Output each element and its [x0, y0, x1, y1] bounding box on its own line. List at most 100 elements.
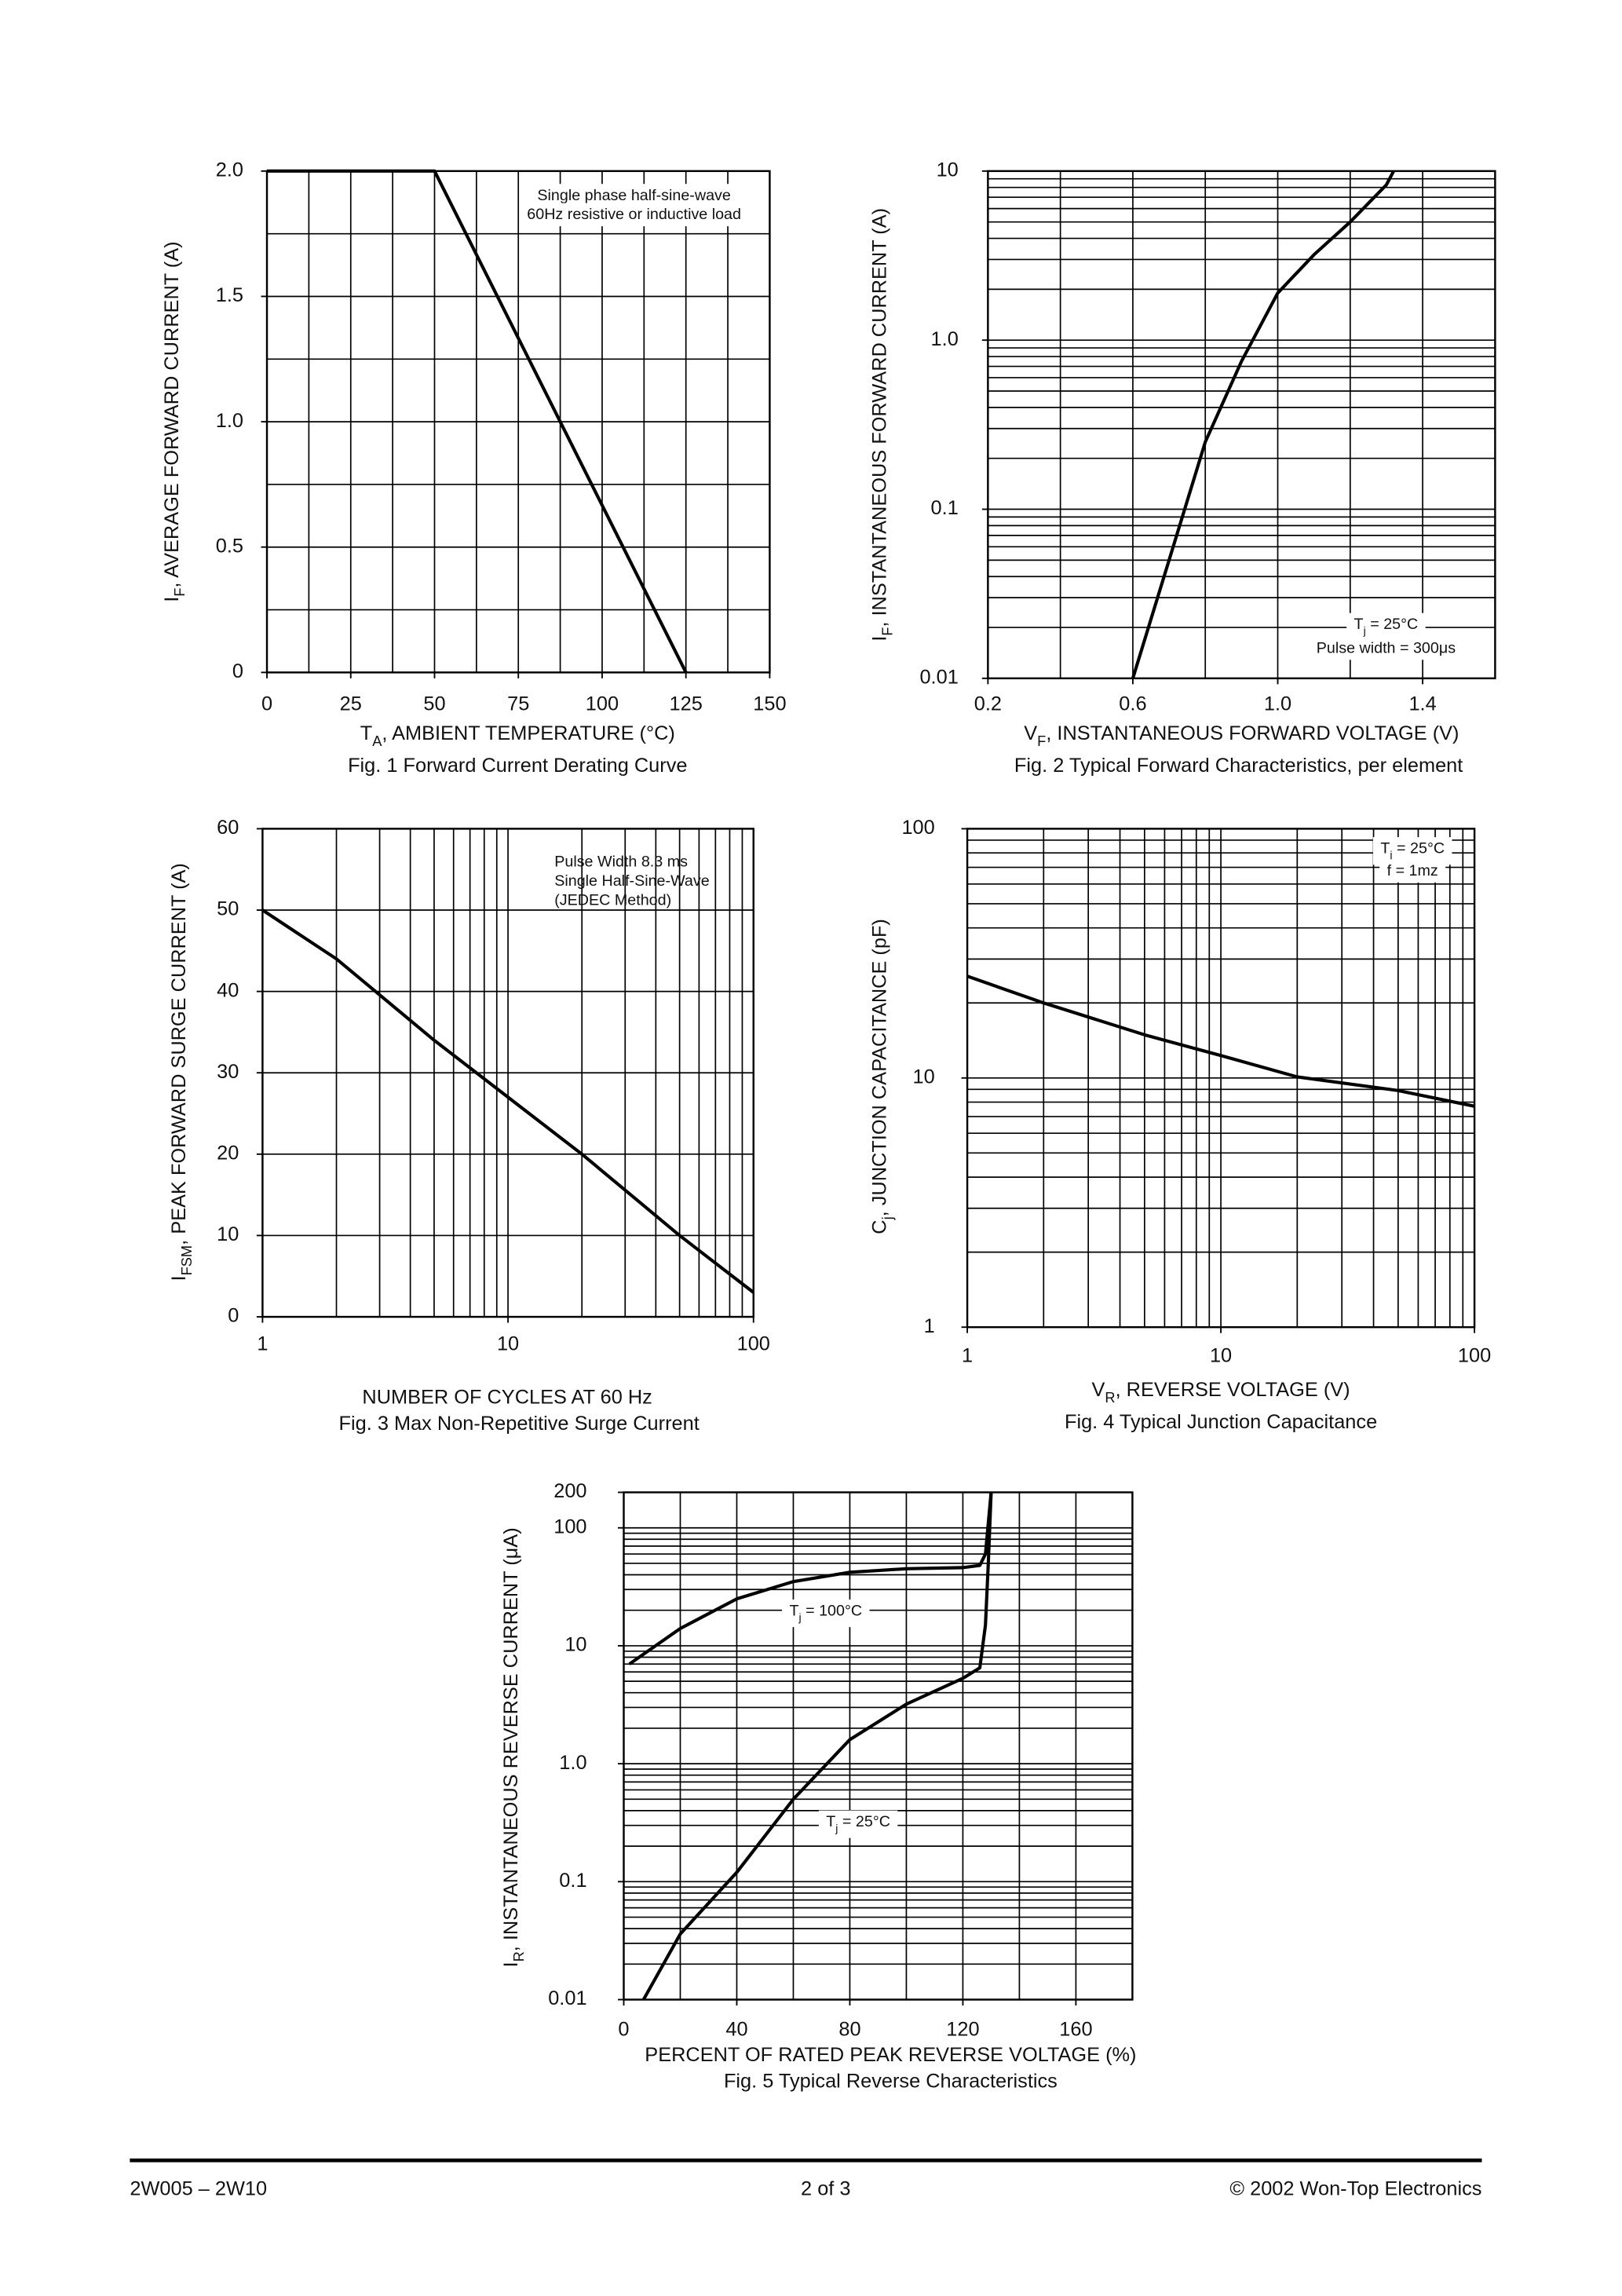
x-axis-label-part: , REVERSE VOLTAGE (V)	[1116, 1379, 1350, 1401]
chart-title: Fig. 3 Max Non-Repetitive Surge Current	[339, 1413, 700, 1435]
y-axis-label-part: , PEAK FORWARD SURGE CURRENT (A)	[168, 863, 190, 1245]
plot-frame	[623, 1491, 1134, 2001]
y-axis-label-part: j	[879, 1216, 896, 1220]
x-axis-label: TA, AMBIENT TEMPERATURE (°C)	[360, 722, 675, 750]
x-tick-label: 0	[618, 2019, 629, 2041]
annotation-background	[519, 203, 749, 227]
chart-title: Fig. 4 Typical Junction Capacitance	[1065, 1411, 1377, 1433]
y-tick-label: 20	[217, 1143, 239, 1164]
y-axis-label-part: , JUNCTION CAPACITANCE (pF)	[868, 919, 890, 1216]
y-axis-label: Cj, JUNCTION CAPACITANCE (pF)	[868, 919, 896, 1234]
x-axis-label: NUMBER OF CYCLES AT 60 Hz	[362, 1386, 652, 1408]
y-axis-label: IF, INSTANTANEOUS FORWARD CURRENT (A)	[868, 208, 896, 642]
x-axis-label: VF, INSTANTANEOUS FORWARD VOLTAGE (V)	[1024, 722, 1459, 750]
x-tick-label: 1	[962, 1344, 973, 1366]
curve	[641, 1492, 993, 2001]
annotation: f = 1mz	[1387, 862, 1438, 879]
y-tick-label: 0.1	[559, 1870, 586, 1892]
annotation: Pulse Width 8.3 ms	[554, 854, 688, 871]
y-axis-label-part: C	[868, 1219, 890, 1234]
y-tick-label: 40	[217, 979, 239, 1001]
x-tick-label: 80	[838, 2019, 860, 2041]
y-axis-label-part: I	[499, 1961, 521, 1967]
annotation: Tj = 25°C	[1380, 840, 1445, 862]
y-tick-label: 0.01	[919, 667, 958, 689]
y-tick-label: 100	[553, 1515, 586, 1537]
annotation: Pulse width = 300μs	[1317, 640, 1456, 657]
x-tick-label: 160	[1059, 2019, 1092, 2041]
annotation-part: = 25°C	[1366, 616, 1418, 633]
x-tick-label: 120	[946, 2019, 979, 2041]
y-tick-label: 0.01	[548, 1987, 586, 2009]
y-axis-label-part: , AVERAGE FORWARD CURRENT (A)	[161, 241, 183, 587]
annotation: Single Half-Sine-Wave	[554, 872, 710, 890]
x-tick-label: 125	[670, 693, 703, 715]
annotation-part: j	[835, 1823, 838, 1835]
x-tick-label: 50	[423, 693, 445, 715]
y-axis-label-part: F	[879, 627, 896, 636]
x-tick-label: 75	[507, 693, 529, 715]
footer-left: 2W005 – 2W10	[130, 2177, 267, 2199]
y-axis-label-part: I	[868, 636, 890, 642]
annotation-part: = 25°C	[838, 1813, 890, 1830]
x-axis-label-part: , INSTANTANEOUS FORWARD VOLTAGE (V)	[1046, 722, 1459, 744]
annotation-background	[1379, 859, 1446, 883]
annotation-part: j	[798, 1611, 802, 1624]
x-axis-label: PERCENT OF RATED PEAK REVERSE VOLTAGE (%…	[645, 2044, 1136, 2066]
x-axis-label-part: , AMBIENT TEMPERATURE (°C)	[382, 722, 674, 744]
y-tick-label: 0.5	[216, 535, 243, 557]
chart-title: Fig. 2 Typical Forward Characteristics, …	[1014, 755, 1463, 777]
plot-area	[623, 1492, 1133, 2000]
chart: 1 10 100 0 10 20 30 40 50 60 Pulse Width 8.3 msSin…	[168, 817, 770, 1435]
plot-frame	[987, 170, 1496, 680]
annotation-part: T	[1380, 840, 1390, 857]
y-axis-label-part: F	[171, 588, 188, 597]
x-axis-label-part: A	[372, 733, 382, 750]
annotation-part: = 25°C	[1393, 840, 1445, 857]
y-tick-label: 200	[553, 1480, 586, 1502]
y-tick-label: 10	[913, 1066, 935, 1088]
y-axis-label: IR, INSTANTANEOUS REVERSE CURRENT (μA)	[499, 1527, 527, 1967]
annotation-part: (JEDEC Method)	[554, 892, 671, 909]
x-axis-label-part: F	[1037, 733, 1046, 750]
curve	[1131, 170, 1395, 679]
y-axis-label-part: I	[168, 1275, 190, 1281]
x-tick-label: 100	[586, 693, 619, 715]
annotation-background	[1309, 636, 1463, 660]
annotation-part: j	[1363, 625, 1366, 638]
annotation: 60Hz resistive or inductive load	[527, 206, 741, 223]
y-tick-label: 50	[217, 898, 239, 920]
annotation-background	[782, 1600, 870, 1628]
curve	[966, 974, 1475, 1108]
y-tick-label: 1.5	[216, 284, 243, 306]
y-axis-label-part: , INSTANTANEOUS FORWARD CURRENT (A)	[868, 208, 890, 627]
curve	[267, 169, 688, 674]
x-tick-label: 1.4	[1408, 693, 1436, 715]
y-axis-label-part: FSM	[179, 1245, 195, 1276]
chart: 0.2 0.6 1.0 1.4 0.01 0.1 1.0 10 Tj = 25°C Pulse w…	[868, 159, 1496, 777]
x-tick-label: 1.0	[1264, 693, 1291, 715]
chart: 0 25 50 75 100 125 150 0 0.5 1.0 1.5 2.0 Single phas…	[161, 159, 787, 777]
annotation-background	[1346, 612, 1426, 641]
x-axis-label-part: T	[360, 722, 372, 744]
x-tick-label: 100	[737, 1333, 770, 1355]
footer-right: © 2002 Won-Top Electronics	[1229, 2177, 1481, 2199]
y-tick-label: 0	[228, 1305, 239, 1327]
annotation: Single phase half-sine-wave	[537, 187, 730, 204]
y-tick-label: 10	[937, 159, 959, 181]
x-axis-label-part: NUMBER OF CYCLES AT 60 Hz	[362, 1386, 652, 1408]
curve	[261, 909, 755, 1294]
x-tick-label: 0.2	[974, 693, 1002, 715]
footer-center: 2 of 3	[801, 2177, 850, 2199]
annotation-part: T	[789, 1603, 798, 1620]
x-axis-label-part: V	[1024, 722, 1037, 744]
y-tick-label: 1.0	[559, 1752, 586, 1774]
x-axis-label: VR, REVERSE VOLTAGE (V)	[1092, 1379, 1350, 1406]
annotation-part: T	[1354, 616, 1364, 633]
y-axis-label: IF, AVERAGE FORWARD CURRENT (A)	[161, 241, 188, 601]
y-tick-label: 1	[924, 1315, 935, 1337]
x-tick-label: 40	[725, 2019, 747, 2041]
